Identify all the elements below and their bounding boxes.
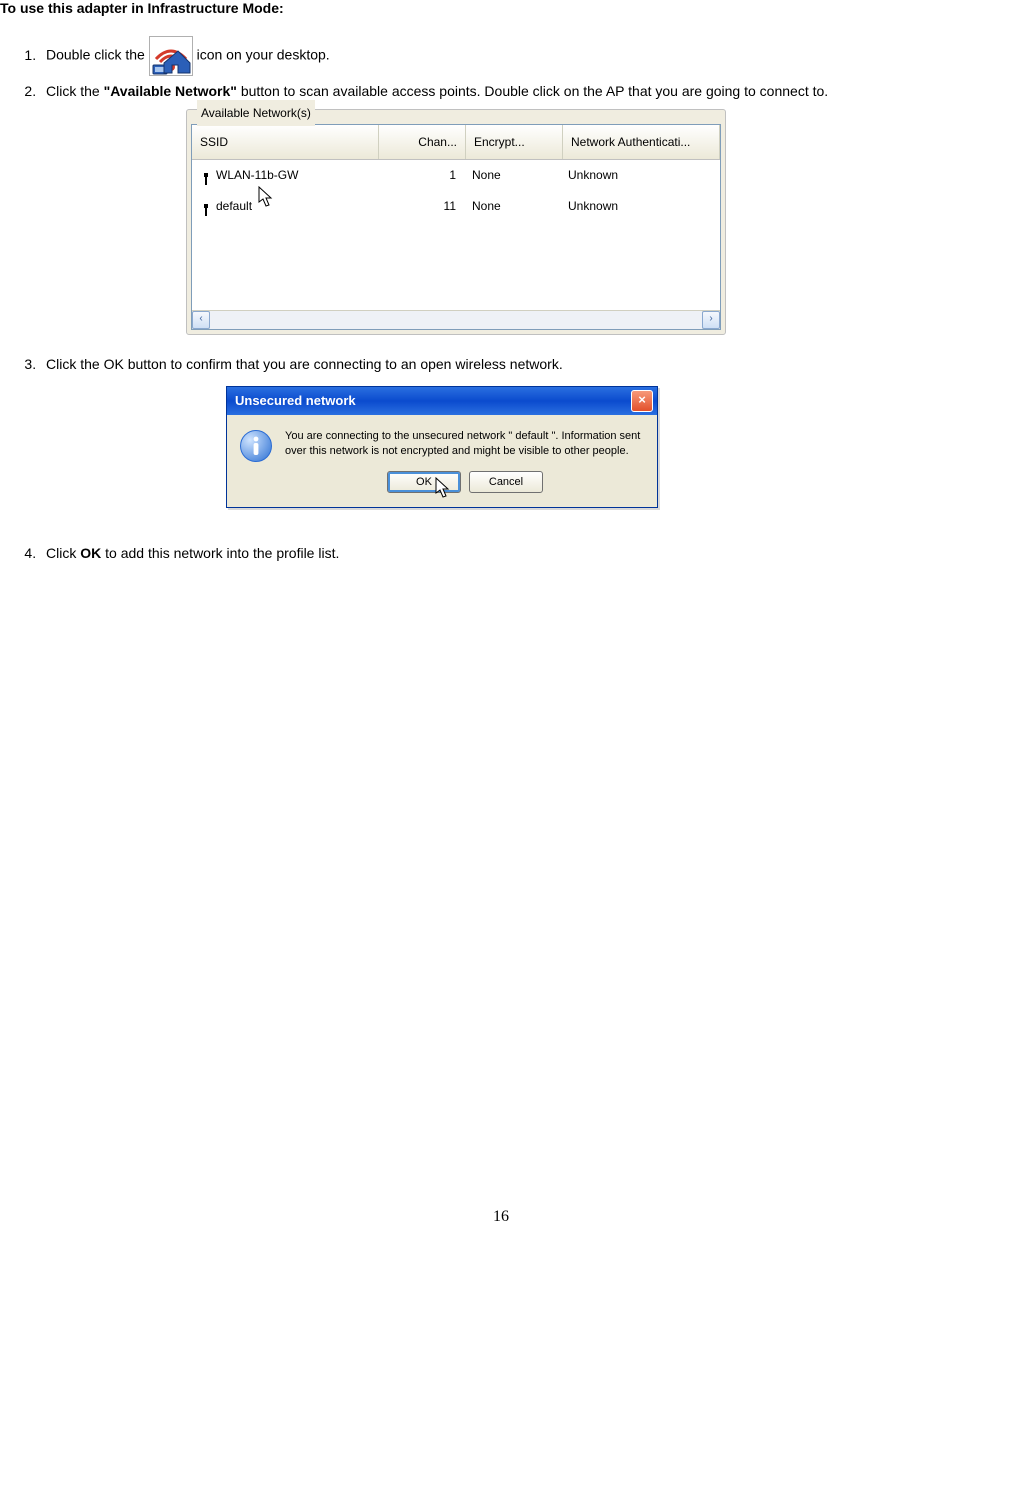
dialog-title-text: Unsecured network — [235, 387, 356, 416]
dialog-close-button[interactable]: × — [631, 390, 653, 412]
network-row[interactable]: default 11 None Unknown — [192, 191, 720, 221]
scroll-track[interactable] — [210, 311, 702, 329]
encrypt-value: None — [464, 191, 560, 221]
scroll-left-button[interactable]: ‹ — [192, 311, 210, 329]
network-listview[interactable]: SSID Chan... Encrypt... Network Authenti… — [191, 124, 721, 330]
step-4-text-a: Click — [46, 545, 80, 561]
step-3-text: Click the OK button to confirm that you … — [46, 356, 563, 372]
auth-value: Unknown — [560, 160, 720, 190]
ap-icon — [200, 168, 212, 182]
step-2-bold: "Available Network" — [104, 83, 237, 99]
step-4: Click OK to add this network into the pr… — [40, 538, 1002, 569]
ap-icon — [200, 199, 212, 213]
encrypt-value: None — [464, 160, 560, 190]
step-2: Click the "Available Network" button to … — [40, 76, 1002, 335]
step-1-text-a: Double click the — [46, 47, 149, 63]
dialog-cancel-button[interactable]: Cancel — [469, 471, 543, 493]
step-1-text-b: icon on your desktop. — [197, 47, 330, 63]
column-encrypt[interactable]: Encrypt... — [466, 125, 563, 159]
column-auth[interactable]: Network Authenticati... — [563, 125, 720, 159]
dialog-ok-button[interactable]: OK — [387, 471, 461, 493]
groupbox-label: Available Network(s) — [197, 100, 315, 126]
column-ssid[interactable]: SSID — [192, 125, 379, 159]
step-4-text-b: to add this network into the profile lis… — [101, 545, 339, 561]
section-heading: To use this adapter in Infrastructure Mo… — [0, 0, 1002, 16]
step-4-bold: OK — [80, 545, 101, 561]
listview-header[interactable]: SSID Chan... Encrypt... Network Authenti… — [192, 125, 720, 160]
ssid-value: default — [216, 193, 252, 219]
scroll-right-button[interactable]: › — [702, 311, 720, 329]
page-number: 16 — [0, 1208, 1002, 1226]
step-2-text-a: Click the — [46, 83, 104, 99]
unsecured-network-dialog: Unsecured network × — [226, 386, 658, 508]
wireless-utility-icon — [149, 36, 193, 76]
column-channel[interactable]: Chan... — [379, 125, 466, 159]
step-2-text-b: button to scan available access points. … — [237, 83, 828, 99]
channel-value: 1 — [378, 160, 464, 190]
info-icon — [239, 429, 273, 463]
step-3: Click the OK button to confirm that you … — [40, 349, 1002, 507]
network-row[interactable]: WLAN-11b-GW 1 None Unknown — [192, 160, 720, 190]
available-networks-panel: Available Network(s) SSID Chan... Encryp… — [186, 109, 726, 335]
horizontal-scrollbar[interactable]: ‹ › — [192, 310, 720, 329]
channel-value: 11 — [378, 191, 464, 221]
step-1: Double click the icon on your desktop. — [40, 36, 1002, 76]
dialog-titlebar[interactable]: Unsecured network × — [227, 387, 657, 415]
auth-value: Unknown — [560, 191, 720, 221]
dialog-message: You are connecting to the unsecured netw… — [285, 429, 645, 459]
ssid-value: WLAN-11b-GW — [216, 162, 298, 188]
